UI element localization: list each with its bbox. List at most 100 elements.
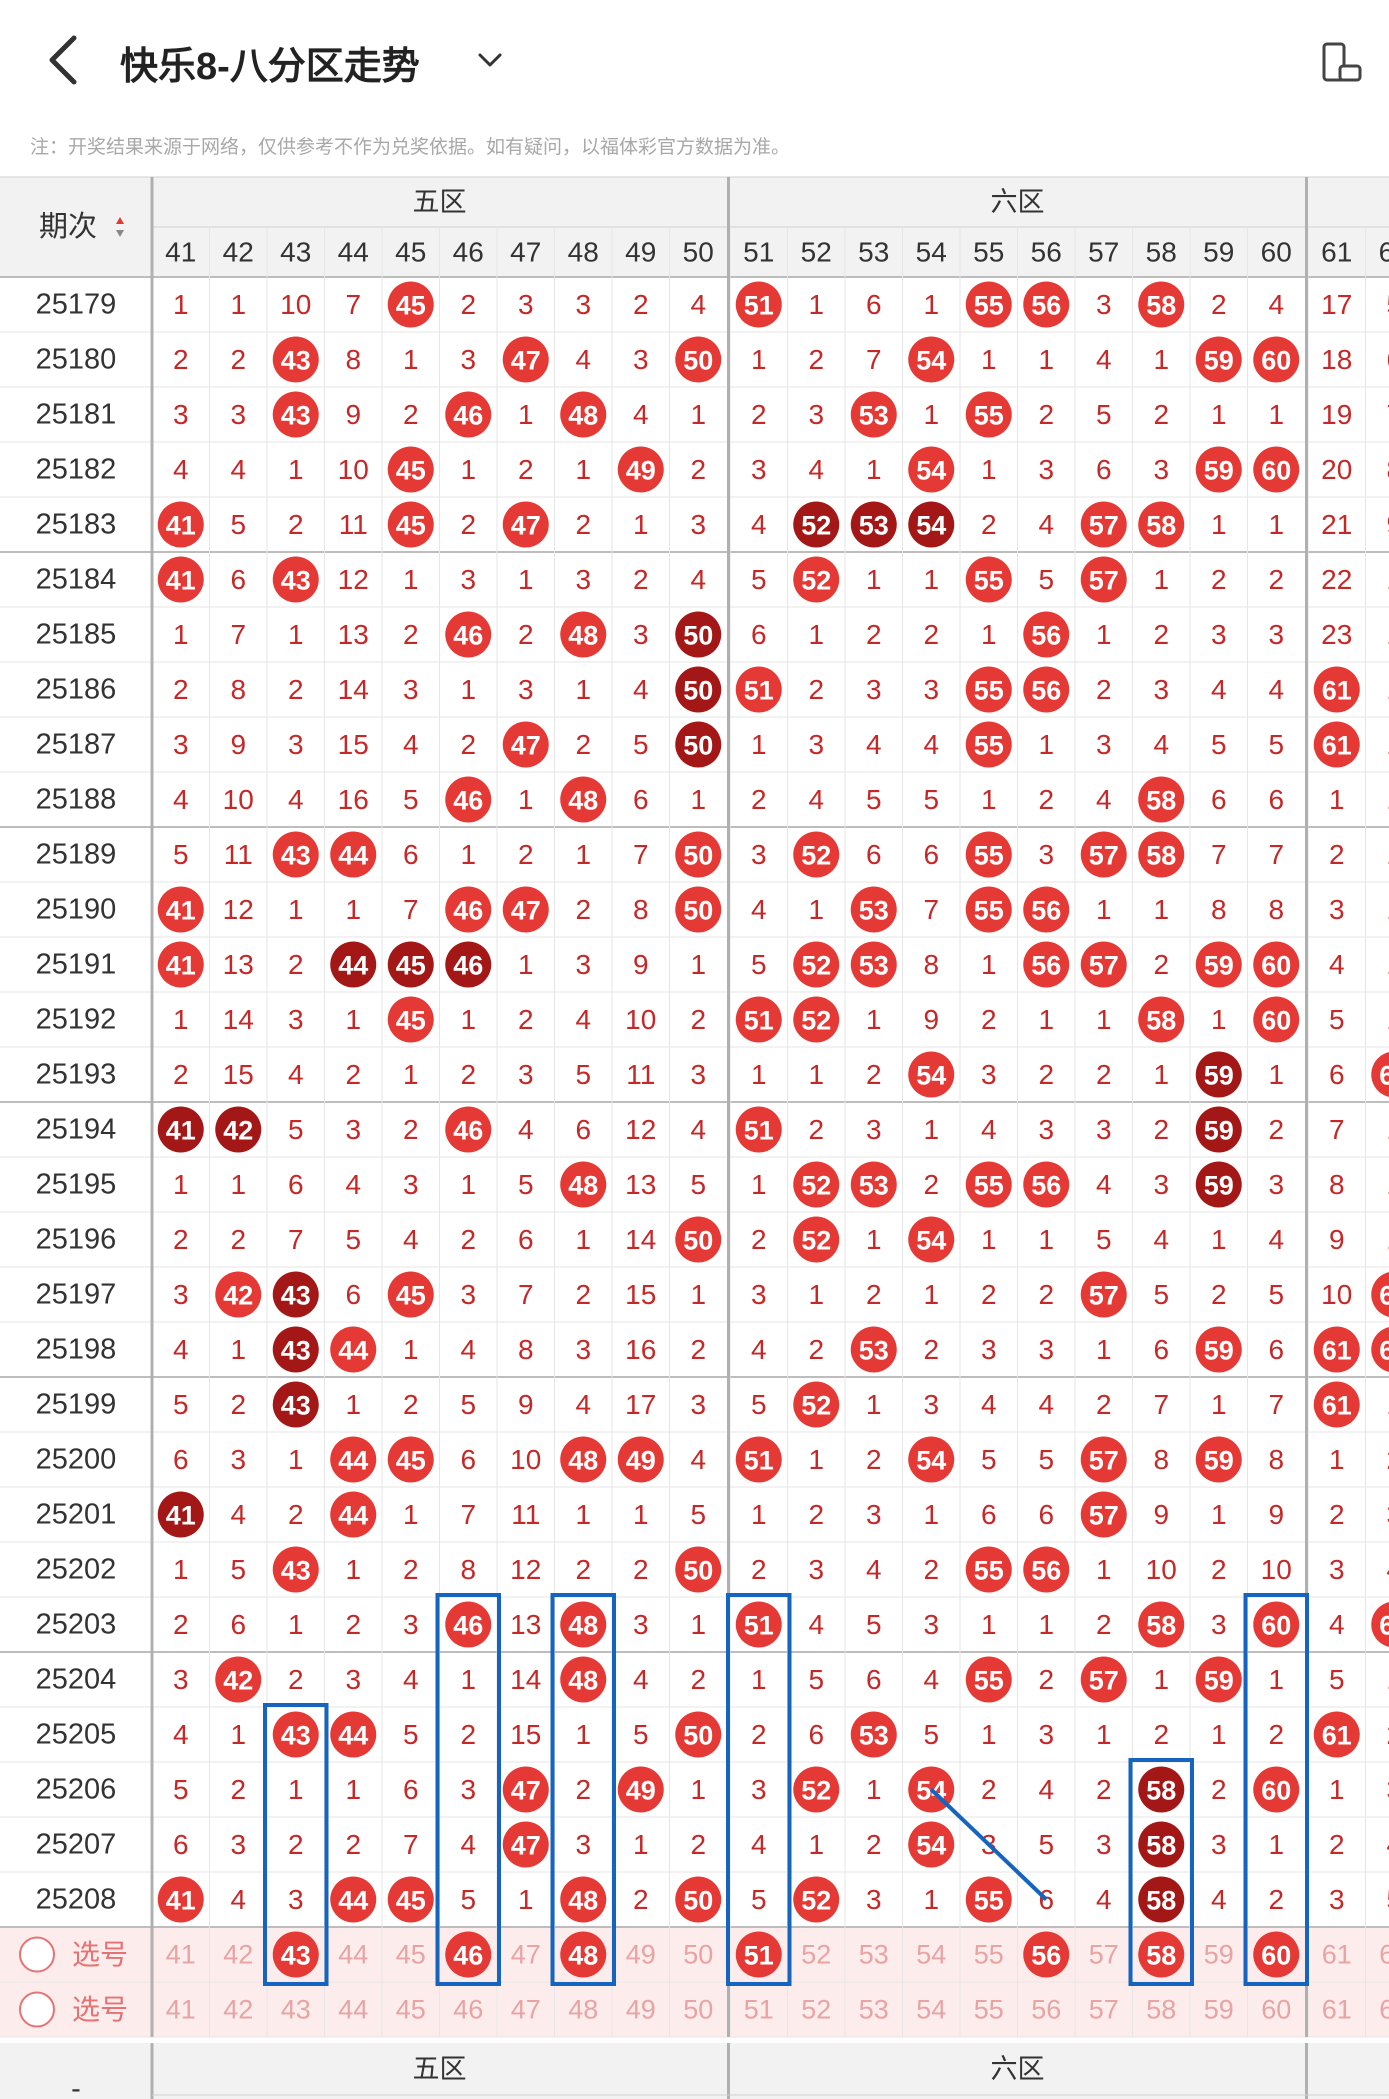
selected-number[interactable]: 48 [568,1941,598,1971]
selected-number-ball[interactable] [735,1931,782,1978]
pick-number-option[interactable]: 50 [683,1995,713,2025]
selected-number[interactable]: 58 [1146,1941,1176,1971]
selected-number-ball[interactable] [272,1931,319,1978]
selected-number[interactable]: 60 [1261,1941,1291,1971]
miss-count: 10 [625,1004,656,1035]
pick-number-option[interactable]: 57 [1089,1940,1119,1970]
pick-number-option[interactable]: 50 [683,1940,713,1970]
miss-count: 3 [866,1499,882,1530]
drawn-number-ball [1023,1161,1070,1208]
selected-number[interactable]: 46 [453,1941,483,1971]
drawn-number: 47 [511,1776,541,1806]
pick-number-option[interactable]: 48 [568,1995,598,2025]
pick-number-option[interactable]: 59 [1204,1995,1234,2025]
miss-count: 5 [518,1169,534,1200]
pick-number-option[interactable]: 45 [396,1995,426,2025]
pick-number-option[interactable]: 61 [1322,1940,1352,1970]
drawn-number-ball [272,831,319,878]
drawn-number-ball [1080,501,1127,548]
pick-number-option[interactable]: 42 [223,1995,253,2025]
miss-count: 3 [288,729,304,760]
pick-row-radio[interactable] [19,1936,55,1973]
pick-number-option[interactable]: 55 [974,1940,1004,1970]
miss-count: 1 [808,1444,824,1475]
chevron-left-icon[interactable] [40,30,90,90]
pick-number-option[interactable]: 45 [396,1940,426,1970]
selected-number[interactable]: 56 [1031,1941,1061,1971]
miss-count: 1 [923,1279,939,1310]
miss-count: 3 [230,1829,246,1860]
page-title[interactable]: 快乐8-八分区走势 [120,46,420,88]
miss-count: 1 [690,784,706,815]
miss-count: 2 [1211,1554,1227,1585]
drawn-number: 43 [281,1281,311,1311]
miss-count: 2 [751,1554,767,1585]
drawn-number-ball [502,1821,549,1868]
pick-number-option[interactable]: 46 [453,1995,483,2025]
pick-number-option[interactable]: 54 [916,1995,946,2025]
selected-number[interactable]: 51 [744,1941,774,1971]
pick-number-option[interactable]: 62 [1379,1940,1389,1970]
miss-count: 7 [866,344,882,375]
miss-count: 3 [403,1169,419,1200]
pick-number-option[interactable]: 53 [859,1995,889,2025]
selected-number-ball[interactable] [1023,1931,1070,1978]
pick-number-option[interactable]: 47 [511,1995,541,2025]
pick-row-radio[interactable] [19,1991,55,2028]
pick-number-option[interactable]: 62 [1379,1995,1389,2025]
chevron-down-icon[interactable] [475,45,505,75]
pick-number-option[interactable]: 42 [223,1940,253,1970]
selected-number-ball[interactable] [560,1931,607,1978]
miss-count: 1 [981,619,997,650]
sort-up-icon[interactable] [116,217,124,224]
pick-number-option[interactable]: 55 [974,1995,1004,2025]
pick-number-option[interactable]: 56 [1031,1995,1061,2025]
pick-number-option[interactable]: 57 [1089,1995,1119,2025]
miss-count: 2 [288,674,304,705]
pick-number-option[interactable]: 52 [801,1995,831,2025]
issue-number: 25183 [36,509,117,541]
pick-number-option[interactable]: 44 [338,1940,368,1970]
pick-number-option[interactable]: 61 [1322,1995,1352,2025]
miss-count: 7 [923,894,939,925]
pick-number-option[interactable]: 47 [511,1940,541,1970]
miss-count: 1 [518,399,534,430]
drawn-number: 45 [396,511,426,541]
miss-count: 5 [751,1884,767,1915]
pick-number-option[interactable]: 41 [166,1940,196,1970]
pick-row-label[interactable]: 选号 [72,1994,128,2025]
screen-rotate-icon[interactable] [1318,40,1366,88]
sort-down-icon[interactable] [116,230,124,237]
issue-number: 25191 [36,949,117,981]
pick-number-option[interactable]: 60 [1261,1995,1291,2025]
miss-count: 3 [575,1829,591,1860]
miss-count: 2 [1096,1059,1112,1090]
pick-number-option[interactable]: 54 [916,1940,946,1970]
pick-number-option[interactable]: 49 [626,1995,656,2025]
selected-number-ball[interactable] [1138,1931,1185,1978]
pick-number-option[interactable]: 41 [166,1995,196,2025]
drawn-number: 62 [1379,1336,1389,1366]
pick-number-option[interactable]: 52 [801,1940,831,1970]
miss-count: 3 [690,509,706,540]
selected-number[interactable]: 43 [281,1941,311,1971]
issue-column-header[interactable]: 期次 [39,210,97,243]
pick-row-label[interactable]: 选号 [72,1939,128,1970]
miss-count: 1 [173,289,189,320]
pick-number-option[interactable]: 59 [1204,1940,1234,1970]
selected-number-ball[interactable] [445,1931,492,1978]
pick-number-option[interactable]: 51 [744,1995,774,2025]
miss-count: 1 [1329,1444,1345,1475]
pick-number-option[interactable]: 53 [859,1940,889,1970]
pick-number-option[interactable]: 44 [338,1995,368,2025]
miss-count: 4 [403,1224,419,1255]
pick-number-option[interactable]: 43 [281,1995,311,2025]
miss-count: 19 [1321,399,1352,430]
issue-number: 25203 [36,1609,117,1641]
miss-count: 2 [633,289,649,320]
selected-number-ball[interactable] [1253,1931,1300,1978]
drawn-number: 45 [396,1446,426,1476]
number-column-header: 55 [973,237,1004,268]
pick-number-option[interactable]: 58 [1146,1995,1176,2025]
pick-number-option[interactable]: 49 [626,1940,656,1970]
